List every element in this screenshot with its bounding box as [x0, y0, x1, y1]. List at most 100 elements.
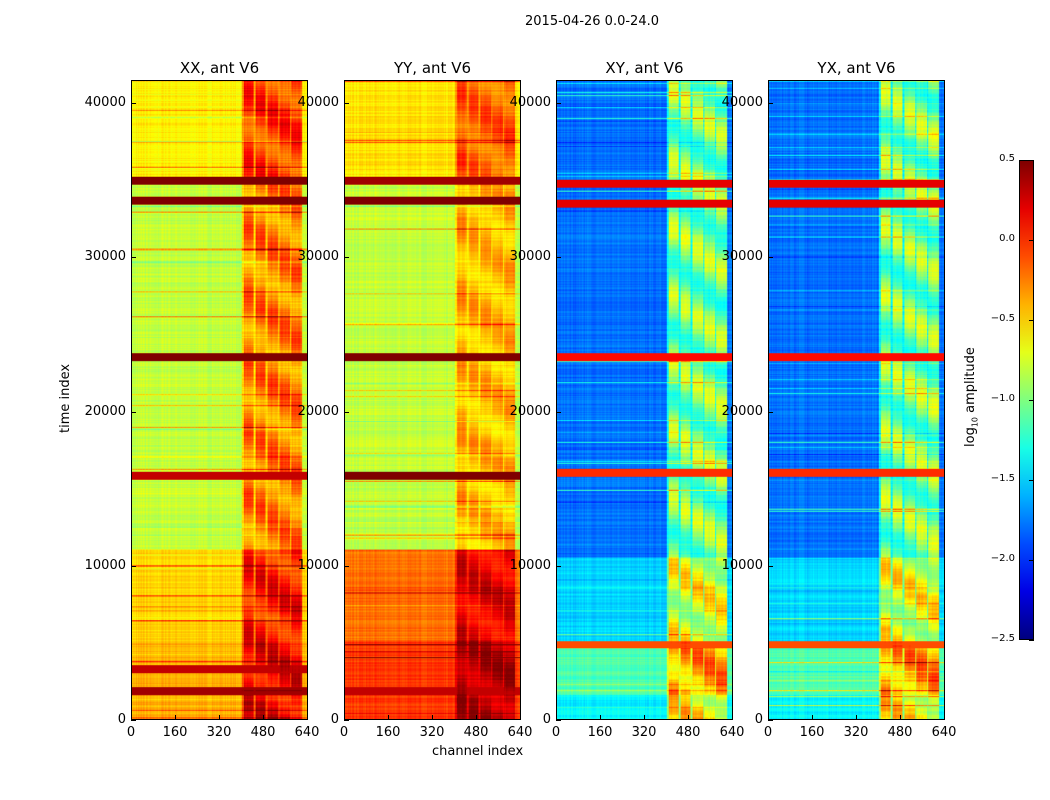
y-tick [556, 411, 561, 413]
x-tick-label: 160 [799, 725, 825, 740]
panel-title: XX, ant V6 [179, 59, 260, 77]
y-tick [556, 257, 561, 259]
x-tick [644, 715, 645, 720]
y-tick [131, 257, 136, 259]
y-tick-label: 40000 [509, 95, 551, 111]
colorbar-tick [1029, 640, 1034, 641]
x-tick [388, 715, 389, 720]
x-tick-label: 320 [206, 725, 232, 740]
y-tick [344, 257, 349, 259]
y-tick-label: 20000 [509, 403, 551, 419]
x-tick [600, 715, 601, 720]
y-tick [344, 103, 349, 105]
y-tick-label: 10000 [721, 557, 763, 573]
x-tick-label: 320 [843, 725, 869, 740]
colorbar-tick-label: 0.5 [999, 153, 1015, 164]
x-tick [856, 715, 857, 720]
x-tick-label: 640 [507, 725, 533, 740]
colorbar-tick-label: −2.0 [990, 553, 1015, 564]
x-tick [263, 715, 264, 720]
heatmap-image [557, 81, 732, 719]
x-tick-label: 160 [587, 725, 613, 740]
heatmap-image [132, 81, 307, 719]
x-tick-label: 480 [463, 725, 489, 740]
y-tick-label: 0 [754, 712, 763, 727]
y-tick-label: 10000 [297, 557, 339, 573]
heatmap-panel [344, 80, 521, 720]
x-tick-label: 0 [551, 725, 561, 740]
y-tick-label: 30000 [509, 249, 551, 265]
x-tick [556, 715, 557, 720]
x-tick [432, 715, 433, 720]
y-tick-label: 40000 [297, 95, 339, 111]
x-tick-label: 640 [719, 725, 745, 740]
y-tick [556, 720, 561, 721]
x-tick [307, 715, 308, 720]
x-tick [175, 715, 176, 720]
y-tick [768, 720, 773, 721]
colorbar-label-log: log [963, 427, 978, 447]
x-tick [219, 715, 220, 720]
y-tick [556, 103, 561, 105]
y-tick-label: 30000 [84, 249, 126, 265]
x-tick [688, 715, 689, 720]
y-tick-label: 20000 [721, 403, 763, 419]
y-tick [768, 411, 773, 413]
y-tick [768, 103, 773, 105]
colorbar-tick [1029, 560, 1034, 561]
y-tick [768, 257, 773, 259]
colorbar-tick [1029, 240, 1034, 241]
y-tick-label: 0 [330, 712, 339, 727]
figure-title: 2015-04-26 0.0-24.0 [525, 14, 659, 29]
colorbar-tick-label: −1.0 [990, 393, 1015, 404]
x-tick [944, 715, 945, 720]
x-tick-label: 160 [162, 725, 188, 740]
x-tick-label: 480 [250, 725, 276, 740]
x-tick [344, 715, 345, 720]
heatmap-image [769, 81, 944, 719]
y-tick-label: 30000 [721, 249, 763, 265]
y-tick [131, 565, 136, 567]
x-tick [768, 715, 769, 720]
y-tick [768, 565, 773, 567]
panel-title: YX, ant V6 [817, 59, 896, 77]
y-axis-label: time index [58, 363, 73, 433]
y-tick [556, 565, 561, 567]
x-tick-label: 0 [126, 725, 136, 740]
y-tick-label: 40000 [721, 95, 763, 111]
panel-title: YY, ant V6 [393, 59, 471, 77]
y-tick [344, 565, 349, 567]
y-tick-label: 40000 [84, 95, 126, 111]
x-tick-label: 640 [931, 725, 957, 740]
panel-title: XY, ant V6 [605, 59, 684, 77]
heatmap-panel [768, 80, 945, 720]
colorbar-tick [1029, 400, 1034, 401]
colorbar-label-sub: 10 [970, 416, 980, 428]
x-tick [520, 715, 521, 720]
y-tick-label: 0 [117, 712, 126, 727]
y-tick-label: 30000 [297, 249, 339, 265]
y-tick-label: 20000 [84, 403, 126, 419]
heatmap-panel [131, 80, 308, 720]
y-tick-label: 10000 [509, 557, 551, 573]
y-tick [344, 411, 349, 413]
y-tick [131, 103, 136, 105]
x-tick-label: 320 [631, 725, 657, 740]
colorbar-tick-label: −0.5 [990, 313, 1015, 324]
x-tick-label: 640 [294, 725, 320, 740]
heatmap-panel [556, 80, 733, 720]
heatmap-image [345, 81, 520, 719]
x-tick [900, 715, 901, 720]
colorbar-tick [1029, 320, 1034, 321]
colorbar-tick-label: 0.0 [999, 233, 1015, 244]
x-tick [476, 715, 477, 720]
x-axis-label: channel index [432, 744, 524, 759]
x-tick [131, 715, 132, 720]
colorbar-tick-label: −1.5 [990, 473, 1015, 484]
x-tick-label: 320 [419, 725, 445, 740]
y-tick [344, 720, 349, 721]
x-tick-label: 0 [339, 725, 349, 740]
y-tick-label: 10000 [84, 557, 126, 573]
x-tick-label: 480 [887, 725, 913, 740]
